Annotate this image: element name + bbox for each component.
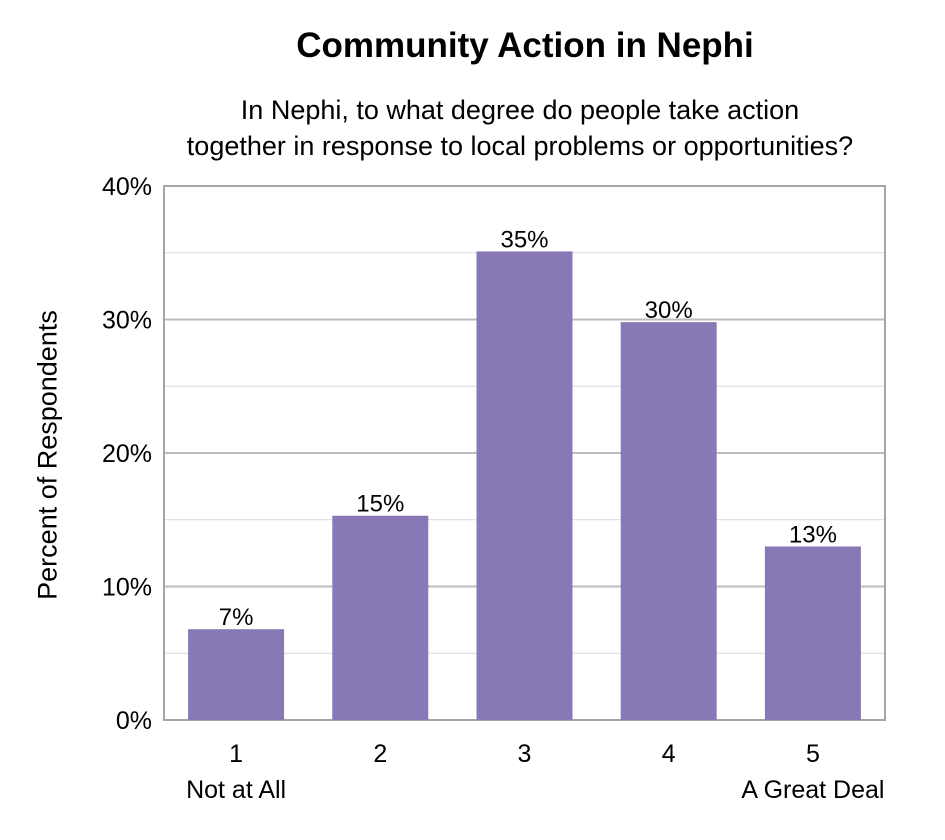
data-label: 13% bbox=[789, 521, 837, 548]
x-tick-label: 5 bbox=[806, 740, 820, 768]
x-tick-sublabel: Not at All bbox=[186, 776, 286, 804]
bar bbox=[764, 546, 861, 720]
y-tick-label: 40% bbox=[102, 173, 152, 201]
bar bbox=[620, 322, 717, 720]
y-tick-label: 20% bbox=[102, 440, 152, 468]
subtitle-line-1: In Nephi, to what degree do people take … bbox=[240, 95, 800, 125]
bar bbox=[332, 515, 429, 720]
chart-subtitle: In Nephi, to what degree do people take … bbox=[90, 92, 945, 164]
data-label: 7% bbox=[219, 604, 254, 631]
data-label: 15% bbox=[356, 491, 404, 518]
subtitle-line-2: together in response to local problems o… bbox=[186, 131, 854, 161]
bar bbox=[188, 629, 285, 720]
y-tick-label: 30% bbox=[102, 307, 152, 335]
x-tick-label: 1 bbox=[229, 740, 243, 768]
data-label: 35% bbox=[500, 226, 548, 253]
y-tick-label: 0% bbox=[116, 707, 152, 735]
bar bbox=[476, 251, 573, 721]
y-tick-label: 10% bbox=[102, 574, 152, 602]
x-tick-sublabel: A Great Deal bbox=[741, 776, 884, 804]
data-label: 30% bbox=[645, 297, 693, 324]
x-tick-label: 3 bbox=[518, 740, 532, 768]
x-tick-label: 4 bbox=[662, 740, 676, 768]
x-tick-label: 2 bbox=[373, 740, 387, 768]
chart-title: Community Action in Nephi bbox=[296, 26, 754, 65]
